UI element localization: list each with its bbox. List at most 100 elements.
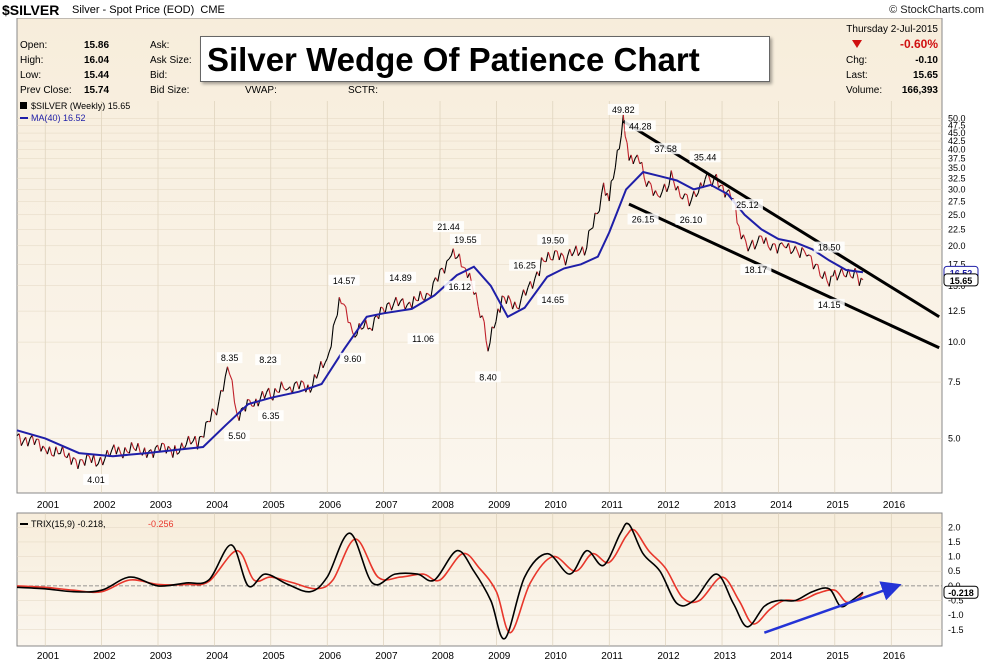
year-tick-label: 2004 — [206, 500, 229, 511]
price-segment — [666, 185, 670, 192]
price-segment — [586, 230, 590, 248]
price-segment — [776, 244, 781, 254]
price-tick-label: 32.5 — [948, 173, 966, 183]
price-tick-label: 7.5 — [948, 377, 961, 387]
trix-signal-line — [16, 528, 864, 634]
price-segment — [756, 235, 760, 244]
price-segment — [852, 268, 856, 279]
price-segment — [788, 242, 792, 254]
price-segment — [113, 444, 117, 455]
price-segment — [268, 387, 272, 398]
price-tick-label: 30.0 — [948, 184, 966, 194]
price-segment — [531, 278, 536, 289]
price-segment — [111, 444, 115, 451]
price-segment — [124, 447, 128, 453]
vwap-label: VWAP: — [245, 85, 277, 96]
price-segment — [695, 192, 699, 198]
annotation-label: 14.57 — [333, 276, 356, 286]
annotation-label: 4.01 — [87, 475, 105, 485]
price-segment — [501, 295, 505, 298]
price-segment — [44, 448, 48, 455]
price-segment — [285, 388, 288, 391]
price-segment — [338, 297, 342, 304]
price-segment — [632, 157, 636, 165]
price-segment — [165, 446, 169, 454]
price-segment — [46, 446, 51, 455]
price-segment — [38, 439, 42, 452]
year-tick-label: 2014 — [770, 500, 793, 511]
price-segment — [630, 154, 634, 165]
price-tick-label: 27.5 — [948, 197, 966, 207]
annotation-label: 11.06 — [412, 334, 434, 344]
price-segment — [378, 306, 382, 319]
price-segment — [691, 190, 695, 200]
price-segment — [345, 306, 349, 323]
chg-label: Chg: — [846, 55, 867, 66]
price-segment — [349, 322, 354, 333]
price-segment — [808, 254, 812, 257]
price-segment — [42, 445, 46, 450]
price-segment — [397, 300, 402, 307]
price-segment — [185, 435, 190, 445]
annotation-label: 26.15 — [632, 215, 655, 225]
trix-trend-arrow — [763, 581, 902, 634]
price-segment — [538, 257, 543, 277]
annotation-label: 16.25 — [513, 261, 536, 271]
price-segment — [84, 454, 88, 466]
price-segment — [229, 373, 233, 381]
annotation-box — [537, 294, 569, 306]
series-legend-label: $SILVER (Weekly) 15.65 — [31, 101, 130, 111]
price-segment — [489, 326, 493, 343]
price-segment — [834, 269, 838, 281]
annotation-box — [224, 430, 250, 442]
price-segment — [797, 251, 801, 258]
price-segment — [792, 245, 796, 252]
annotation-box — [258, 410, 284, 422]
price-segment — [233, 402, 238, 415]
price-segment — [81, 459, 86, 466]
year-tick-label: 2003 — [150, 500, 173, 511]
year-axis-top: 2001 2002 2003 2004 2005 2006 2007 2008 2009 2010… — [37, 500, 906, 511]
annotation-label: 21.44 — [437, 222, 460, 232]
price-segment — [652, 190, 657, 196]
description-text: Silver - Spot Price (EOD) — [72, 4, 195, 16]
price-segment — [525, 287, 529, 296]
price-tick-label: 47.5 — [948, 121, 966, 131]
price-segment — [600, 182, 605, 195]
price-segment — [463, 266, 466, 269]
price-segment — [527, 281, 531, 288]
annotation-box — [627, 213, 659, 225]
annotation-label: 25.12 — [736, 200, 759, 210]
price-segment — [330, 325, 334, 347]
quote-label: Bid: — [150, 70, 167, 81]
year-tick-label: 2012 — [657, 651, 680, 662]
price-segment — [311, 374, 316, 387]
price-tick-label: 5.0 — [948, 433, 961, 443]
price-segment — [841, 267, 845, 276]
price-segment — [575, 245, 579, 256]
price-segment — [59, 445, 64, 454]
price-segment — [77, 459, 81, 470]
price-segment — [48, 446, 53, 456]
price-tick-label: 12.5 — [948, 306, 966, 316]
price-segment — [388, 302, 393, 311]
price-segment — [426, 292, 429, 295]
down-triangle-icon — [852, 40, 862, 48]
price-segment — [661, 183, 666, 192]
price-segment — [280, 381, 285, 389]
price-segment — [363, 319, 367, 328]
price-segment — [448, 255, 452, 260]
quote-value: 15.44 — [84, 70, 109, 81]
price-segment — [25, 437, 29, 447]
annotation-label: 14.65 — [542, 295, 565, 305]
year-tick-label: 2009 — [488, 500, 511, 511]
price-segment — [754, 243, 758, 250]
year-tick-label: 2007 — [375, 651, 398, 662]
price-segment — [622, 114, 626, 137]
annotation-box — [83, 474, 109, 486]
price-segment — [115, 446, 120, 455]
price-segment — [628, 154, 632, 161]
price-segment — [590, 227, 594, 230]
trix-line — [16, 522, 864, 640]
trix-tick-label: -1.0 — [948, 610, 964, 620]
